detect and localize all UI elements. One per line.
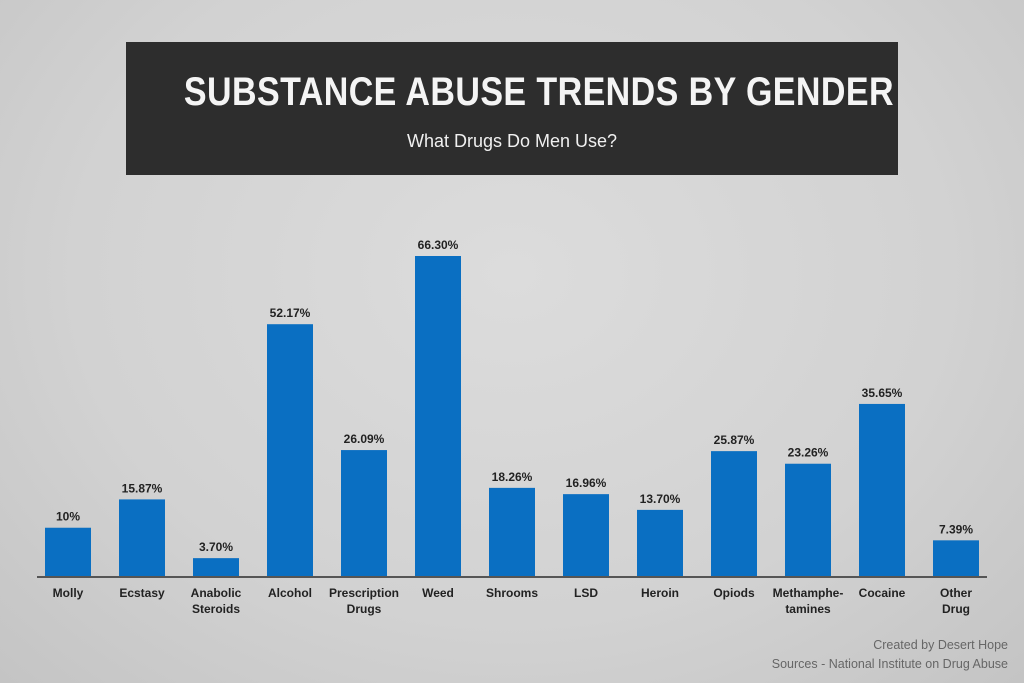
bar [45, 527, 91, 576]
data-label: 23.26% [788, 446, 829, 460]
bar [119, 499, 165, 576]
sources-text: Sources - National Institute on Drug Abu… [771, 657, 1008, 671]
category-label: Drug [942, 602, 970, 616]
category-label: Methamphe- [773, 586, 844, 600]
category-label: Other [940, 586, 972, 600]
bar [267, 324, 313, 576]
category-label: tamines [785, 602, 831, 616]
category-label: Opiods [713, 586, 755, 600]
data-label: 35.65% [862, 386, 903, 400]
category-label: Shrooms [486, 586, 538, 600]
bar [193, 558, 239, 576]
bar [785, 463, 831, 576]
bar [711, 451, 757, 576]
bar [933, 540, 979, 576]
data-label: 26.09% [344, 432, 385, 446]
chart-subtitle: What Drugs Do Men Use? [406, 131, 618, 151]
category-label: Anabolic [191, 586, 242, 600]
bar [637, 509, 683, 576]
data-label: 7.39% [939, 522, 973, 536]
data-label: 13.70% [640, 492, 681, 506]
data-label: 18.26% [492, 470, 533, 484]
data-label: 3.70% [199, 540, 233, 554]
data-label: 15.87% [122, 481, 163, 495]
data-label: 66.30% [418, 238, 459, 252]
category-label: Drugs [347, 602, 382, 616]
data-label: 52.17% [270, 306, 311, 320]
bar [341, 450, 387, 576]
category-label: Alcohol [268, 586, 312, 600]
category-label: Ecstasy [119, 586, 165, 600]
created-by-text: Created by Desert Hope [873, 638, 1008, 652]
bar [415, 256, 461, 576]
category-label: Weed [422, 586, 454, 600]
bar [859, 403, 905, 576]
category-label: Heroin [641, 586, 679, 600]
category-label: Cocaine [859, 586, 906, 600]
credits: Created by Desert Hope Sources - Nationa… [772, 636, 1008, 674]
chart-title: SUBSTANCE ABUSE TRENDS BY GENDER [183, 70, 894, 114]
bar [489, 487, 535, 576]
title-banner: SUBSTANCE ABUSE TRENDS BY GENDER What Dr… [126, 42, 898, 175]
category-label: Molly [53, 586, 84, 600]
category-label: LSD [574, 586, 598, 600]
data-label: 10% [56, 510, 80, 524]
category-label: Steroids [192, 602, 240, 616]
data-label: 25.87% [714, 433, 755, 447]
category-label: Prescription [329, 586, 399, 600]
data-label: 16.96% [566, 476, 607, 490]
bar [563, 494, 609, 576]
